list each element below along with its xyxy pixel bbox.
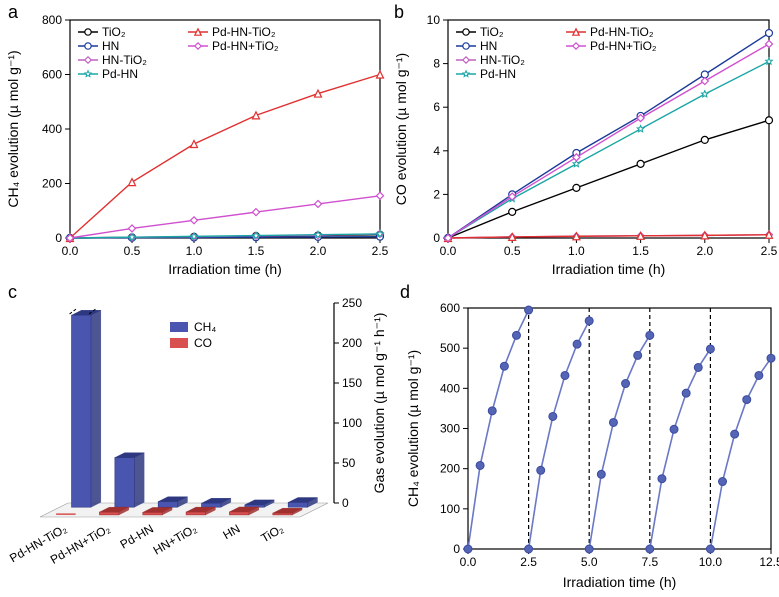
svg-text:Pd-HN: Pd-HN — [102, 67, 138, 81]
svg-text:50: 50 — [342, 456, 356, 470]
svg-text:HN-TiO₂: HN-TiO₂ — [480, 53, 525, 67]
svg-text:200: 200 — [342, 336, 362, 350]
svg-text:1.0: 1.0 — [568, 244, 585, 258]
svg-text:10.0: 10.0 — [699, 555, 723, 569]
svg-text:800: 800 — [42, 13, 62, 27]
svg-text:2: 2 — [433, 187, 440, 201]
svg-text:0.0: 0.0 — [440, 244, 457, 258]
chart-d: 0.0 2.5 5.0 7.5 10.0 12.5 0 100 200 300 400 500 600 I… — [400, 282, 779, 597]
svg-text:2.0: 2.0 — [310, 244, 327, 258]
svg-text:2.5: 2.5 — [372, 244, 389, 258]
chart-a: 0.0 0.5 1.0 1.5 2.0 2.5 0 200 400 600 800 Irradiati… — [0, 0, 390, 280]
svg-text:0.5: 0.5 — [124, 244, 141, 258]
panel-c: c 0 50 100 150 200 250 Gas evolution (µ mol g⁻… — [0, 282, 400, 597]
svg-text:HN+TiO₂: HN+TiO₂ — [151, 521, 200, 557]
svg-text:CH₄ evolution (µ mol g⁻¹): CH₄ evolution (µ mol g⁻¹) — [405, 350, 421, 507]
svg-text:250: 250 — [342, 296, 362, 310]
svg-text:300: 300 — [440, 422, 460, 436]
svg-text:TiO₂: TiO₂ — [258, 521, 286, 545]
svg-text:Pd-HN-TiO₂: Pd-HN-TiO₂ — [212, 25, 276, 39]
svg-text:0.5: 0.5 — [504, 244, 521, 258]
svg-text:1.5: 1.5 — [632, 244, 649, 258]
svg-text:0: 0 — [342, 496, 349, 510]
panel-d-label: d — [400, 282, 410, 303]
svg-text:600: 600 — [42, 68, 62, 82]
svg-text:150: 150 — [342, 376, 362, 390]
svg-text:TiO₂: TiO₂ — [102, 25, 126, 39]
svg-text:0.0: 0.0 — [460, 555, 477, 569]
svg-text:Pd-HN: Pd-HN — [480, 67, 516, 81]
svg-text:HN: HN — [102, 39, 119, 53]
svg-text:12.5: 12.5 — [759, 555, 779, 569]
svg-text:TiO₂: TiO₂ — [480, 25, 504, 39]
svg-text:CO evolution (µ mol g⁻¹): CO evolution (µ mol g⁻¹) — [393, 53, 409, 205]
svg-text:0: 0 — [433, 231, 440, 245]
svg-text:10: 10 — [427, 13, 441, 27]
chart-c: 0 50 100 150 200 250 Gas evolution (µ mol g⁻¹ … — [0, 282, 400, 597]
svg-text:2.5: 2.5 — [520, 555, 537, 569]
panel-c-label: c — [8, 282, 17, 303]
svg-text:0: 0 — [453, 542, 460, 556]
svg-text:1.5: 1.5 — [248, 244, 265, 258]
svg-text:200: 200 — [42, 177, 62, 191]
svg-text:100: 100 — [342, 416, 362, 430]
svg-text:Pd-HN+TiO₂: Pd-HN+TiO₂ — [590, 39, 657, 53]
svg-text:Pd-HN+TiO₂: Pd-HN+TiO₂ — [212, 39, 279, 53]
svg-text:500: 500 — [440, 341, 460, 355]
chart-b: 0.0 0.5 1.0 1.5 2.0 2.5 0 2 4 6 8 10 Irradiation tim… — [390, 0, 779, 280]
svg-text:CO: CO — [194, 336, 212, 350]
svg-text:8: 8 — [433, 57, 440, 71]
svg-text:2.0: 2.0 — [696, 244, 713, 258]
svg-text:600: 600 — [440, 301, 460, 315]
svg-text:Gas evolution (µ mol g⁻¹ h⁻¹): Gas evolution (µ mol g⁻¹ h⁻¹) — [371, 313, 387, 494]
svg-text:7.5: 7.5 — [641, 555, 658, 569]
svg-text:2.5: 2.5 — [761, 244, 778, 258]
svg-text:1.0: 1.0 — [186, 244, 203, 258]
svg-text:Pd-HN: Pd-HN — [118, 521, 156, 551]
svg-text:CH₄: CH₄ — [194, 320, 216, 334]
svg-text:4: 4 — [433, 144, 440, 158]
svg-text:100: 100 — [440, 502, 460, 516]
panel-a: a 0.0 0.5 1.0 1.5 2.0 2.5 0 200 400 600 800 Irradia… — [0, 0, 390, 280]
panel-a-label: a — [8, 2, 18, 23]
panel-b-label: b — [394, 2, 404, 23]
svg-text:CH₄ evolution (µ mol g⁻¹): CH₄ evolution (µ mol g⁻¹) — [5, 50, 21, 207]
svg-text:HN: HN — [220, 521, 242, 542]
svg-text:400: 400 — [42, 122, 62, 136]
panel-b: b 0.0 0.5 1.0 1.5 2.0 2.5 0 2 4 6 8 10 Irradiation t… — [390, 0, 779, 280]
svg-text:HN: HN — [480, 39, 497, 53]
svg-text:Pd-HN-TiO₂: Pd-HN-TiO₂ — [590, 25, 654, 39]
svg-text:400: 400 — [440, 381, 460, 395]
svg-text:5.0: 5.0 — [581, 555, 598, 569]
svg-text:HN-TiO₂: HN-TiO₂ — [102, 53, 147, 67]
svg-text:0: 0 — [55, 231, 62, 245]
panel-d: d 0.0 2.5 5.0 7.5 10.0 12.5 0 100 200 300 400 500 60… — [400, 282, 779, 597]
svg-text:0.0: 0.0 — [62, 244, 79, 258]
svg-text:Irradiation time (h): Irradiation time (h) — [552, 261, 666, 277]
svg-text:Irradiation time (h): Irradiation time (h) — [168, 261, 282, 277]
svg-text:Irradiation time (h): Irradiation time (h) — [563, 574, 677, 590]
svg-text:6: 6 — [433, 100, 440, 114]
svg-text:200: 200 — [440, 462, 460, 476]
